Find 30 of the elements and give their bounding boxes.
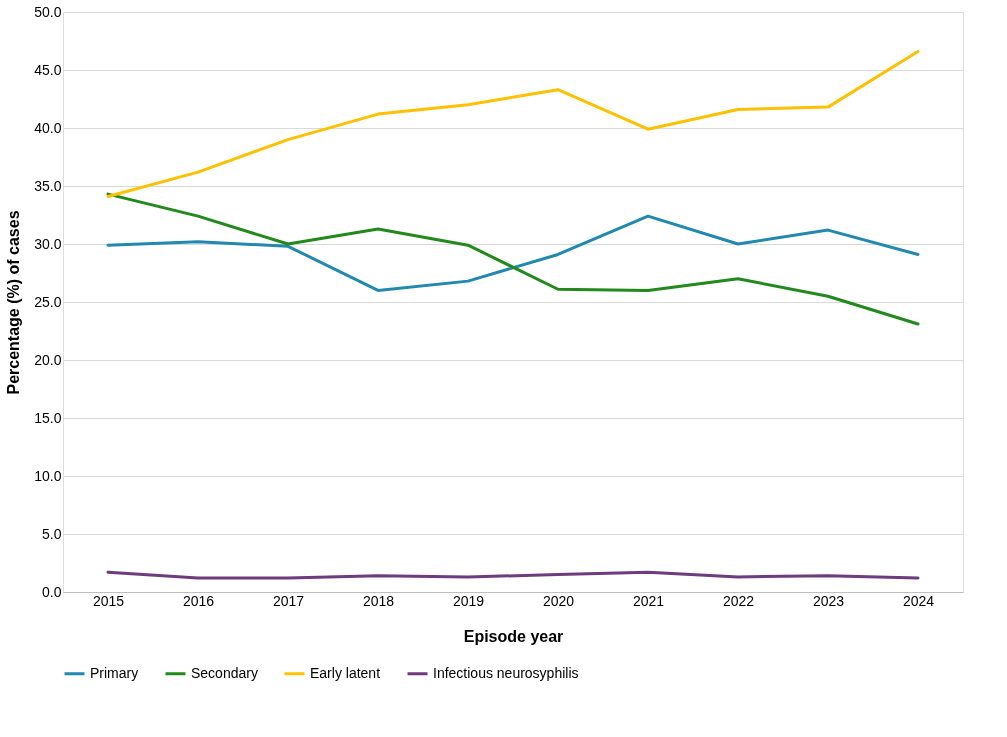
x-tick-label: 2020 bbox=[542, 592, 575, 609]
y-tick-label: 15.0 bbox=[34, 409, 62, 426]
legend-label: Infectious neurosyphilis bbox=[433, 664, 579, 681]
y-tick-label: 20.0 bbox=[34, 351, 62, 368]
y-tick-label: 0.0 bbox=[42, 583, 62, 600]
legend-label: Primary bbox=[90, 664, 139, 681]
line-series bbox=[106, 192, 920, 326]
y-tick-label: 5.0 bbox=[42, 525, 62, 542]
y-tick-label: 25.0 bbox=[34, 293, 62, 310]
x-tick-label: 2024 bbox=[902, 592, 935, 609]
y-tick-label: 50.0 bbox=[34, 3, 62, 20]
line-series bbox=[106, 49, 920, 198]
x-tick-label: 2023 bbox=[812, 592, 845, 609]
y-tick-label: 40.0 bbox=[34, 119, 62, 136]
x-axis-title: Episode year bbox=[463, 627, 564, 645]
x-tick-label: 2017 bbox=[272, 592, 305, 609]
x-tick-label: 2015 bbox=[92, 592, 125, 609]
y-tick-label: 30.0 bbox=[34, 235, 62, 252]
x-tick-label: 2018 bbox=[362, 592, 395, 609]
line-series bbox=[106, 214, 920, 292]
x-tick-label: 2016 bbox=[182, 592, 215, 609]
legend-label: Early latent bbox=[310, 664, 381, 681]
y-tick-label: 10.0 bbox=[34, 467, 62, 484]
x-tick-label: 2022 bbox=[722, 592, 755, 609]
y-tick-label: 45.0 bbox=[34, 61, 62, 78]
legend-label: Secondary bbox=[191, 664, 258, 681]
x-tick-label: 2019 bbox=[452, 592, 485, 609]
x-tick-label: 2021 bbox=[632, 592, 665, 609]
y-tick-label: 35.0 bbox=[34, 177, 62, 194]
y-axis-title: Percentage (%) of cases bbox=[5, 210, 23, 395]
